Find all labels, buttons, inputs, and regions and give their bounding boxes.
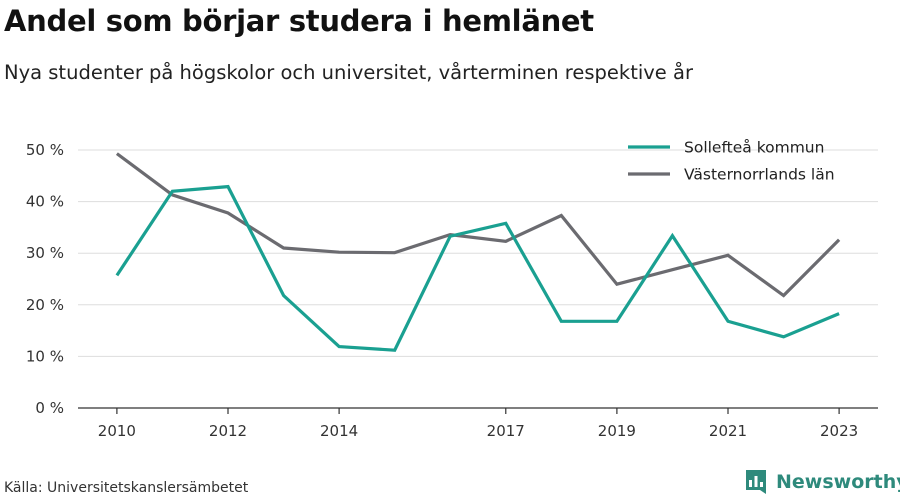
x-tick-label: 2012 — [209, 422, 247, 440]
newsworthy-logo-icon — [746, 470, 766, 494]
y-tick-label: 50 % — [26, 141, 64, 159]
y-tick-label: 10 % — [26, 347, 64, 365]
source-note: Källa: Universitetskanslersämbetet — [4, 480, 249, 496]
x-tick-label: 2021 — [709, 422, 747, 440]
x-tick-label: 2023 — [820, 422, 858, 440]
brand-name: Newsworthy — [776, 471, 900, 493]
line-chart: 0 % 10 % 20 % 30 % 40 % 50 % 2010 2012 2014 2017 2… — [26, 139, 878, 440]
y-tick-label: 20 % — [26, 296, 64, 314]
series-line-västernorrlands-län — [115, 152, 841, 298]
x-tick-label: 2017 — [487, 422, 525, 440]
y-tick-label: 30 % — [26, 244, 64, 262]
chart-title: Andel som börjar studera i hemlänet — [4, 4, 594, 38]
brand-logo: Newsworthy — [744, 467, 900, 497]
chart-subtitle: Nya studenter på högskolor och universit… — [4, 61, 693, 84]
y-tick-label: 40 % — [26, 193, 64, 211]
x-tick-label: 2019 — [598, 422, 636, 440]
series-line-sollefteå-kommun — [115, 184, 840, 352]
x-tick-label: 2010 — [98, 422, 136, 440]
legend-label: Sollefteå kommun — [684, 139, 824, 157]
x-tick-label: 2014 — [320, 422, 358, 440]
y-tick-label: 0 % — [35, 399, 64, 417]
legend-label: Västernorrlands län — [684, 166, 835, 184]
